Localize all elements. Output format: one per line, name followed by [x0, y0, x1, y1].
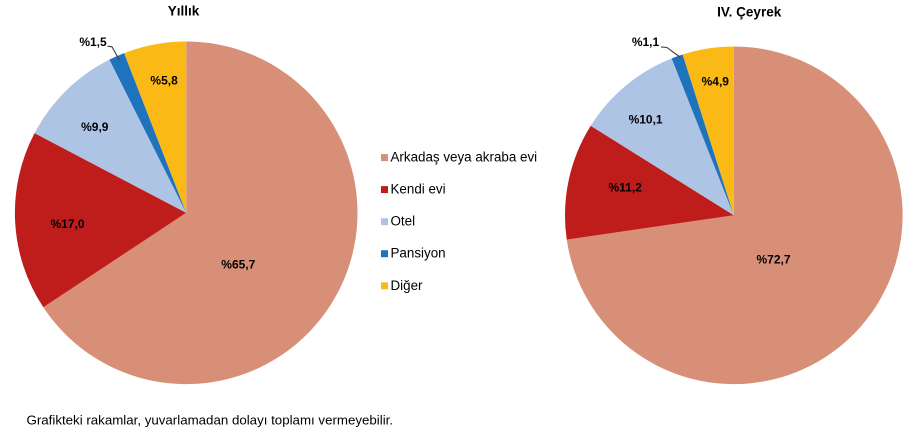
svg-text:%17,0: %17,0: [50, 217, 84, 231]
svg-text:Diğer: Diğer: [391, 278, 424, 293]
svg-text:%9,9: %9,9: [81, 120, 109, 134]
svg-text:%5,8: %5,8: [150, 74, 178, 88]
svg-text:Arkadaş veya akraba evi: Arkadaş veya akraba evi: [391, 150, 538, 165]
svg-text:%1,5: %1,5: [79, 35, 107, 49]
svg-text:%4,9: %4,9: [702, 75, 730, 89]
svg-text:Pansiyon: Pansiyon: [391, 246, 446, 261]
svg-text:%10,1: %10,1: [629, 112, 663, 126]
svg-text:%72,7: %72,7: [756, 253, 790, 267]
svg-text:%1,1: %1,1: [632, 35, 660, 49]
svg-text:Grafikteki rakamlar, yuvarlama: Grafikteki rakamlar, yuvarlamadan dolayı…: [27, 412, 394, 427]
svg-text:Kendi evi: Kendi evi: [391, 182, 446, 197]
svg-text:Yıllık: Yıllık: [168, 3, 200, 18]
svg-text:%65,7: %65,7: [221, 258, 255, 272]
svg-text:Otel: Otel: [391, 214, 416, 229]
svg-text:IV. Çeyrek: IV. Çeyrek: [717, 4, 782, 19]
svg-text:%11,2: %11,2: [609, 180, 643, 194]
